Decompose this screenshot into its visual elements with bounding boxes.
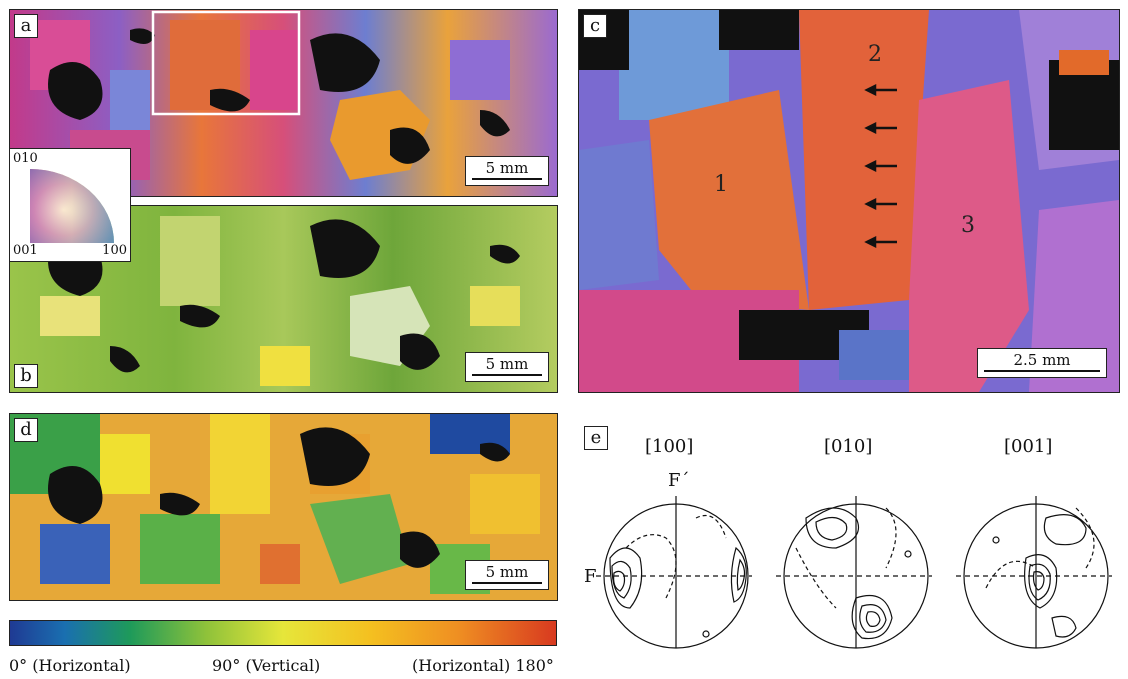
grain-number-1: 1 <box>714 172 728 197</box>
ipf-color-key: 010 001 100 <box>9 148 131 262</box>
panel-b-scale-bar: 5 mm <box>465 352 549 382</box>
panel-d-scale-text: 5 mm <box>485 563 529 581</box>
color-bar-left-label: 0° (Horizontal) <box>9 656 131 675</box>
panel-b-ebsd-map: b 5 mm <box>9 205 558 393</box>
panel-a-label: a <box>14 14 38 38</box>
pole-figure-axis-f: F <box>584 566 597 587</box>
ipf-top-label: 010 <box>13 151 38 166</box>
ipf-bottom-right-label: 100 <box>102 243 127 258</box>
pole-figure-100 <box>596 496 752 649</box>
panel-a-scale-bar: 5 mm <box>465 156 549 186</box>
panel-d-scale-bar: 5 mm <box>465 560 549 590</box>
panel-c-ebsd-map: c 1 2 3 2.5 mm <box>578 9 1120 393</box>
pole-figure-axis-f-prime: F´ <box>668 470 690 491</box>
panel-b-scale-text: 5 mm <box>485 355 529 373</box>
panel-c-scale-text: 2.5 mm <box>1013 351 1071 369</box>
pole-figure-001 <box>956 496 1112 649</box>
orientation-color-bar <box>9 620 557 646</box>
pole-figures <box>596 496 1112 649</box>
panel-c-scale-bar: 2.5 mm <box>977 348 1107 378</box>
ipf-triangle-icon <box>30 169 114 243</box>
pole-figure-title-001: [001] <box>1004 436 1053 457</box>
panel-d-label: d <box>14 418 38 442</box>
panel-e-label: e <box>584 426 608 450</box>
panel-c-label: c <box>583 14 607 38</box>
ipf-bottom-left-label: 001 <box>13 243 38 258</box>
grain-number-3: 3 <box>961 213 975 238</box>
color-bar-right-label: (Horizontal) 180° <box>412 656 554 675</box>
panel-d-ebsd-map: d 5 mm <box>9 413 558 601</box>
panel-b-label: b <box>14 364 38 388</box>
shear-arrows <box>864 83 897 249</box>
panel-c-grain-map <box>579 10 1119 392</box>
grain-number-2: 2 <box>868 42 882 67</box>
pole-figure-title-010: [010] <box>824 436 873 457</box>
color-bar-middle-label: 90° (Vertical) <box>212 656 321 675</box>
panel-a-scale-text: 5 mm <box>485 159 529 177</box>
pole-figure-title-100: [100] <box>645 436 694 457</box>
pole-figure-010 <box>776 496 932 649</box>
